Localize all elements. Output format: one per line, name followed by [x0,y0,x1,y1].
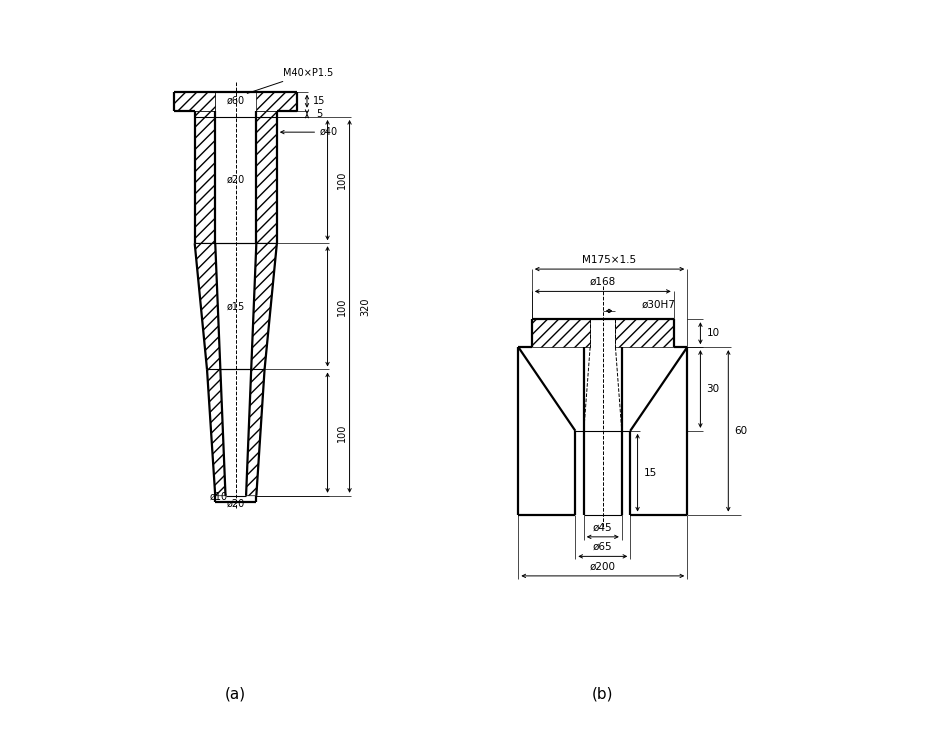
Text: ø200: ø200 [589,562,616,571]
Text: 320: 320 [361,297,371,316]
Text: 10: 10 [706,328,719,338]
Text: 5: 5 [317,109,322,119]
Polygon shape [194,111,215,117]
Text: 15: 15 [644,468,658,478]
Polygon shape [194,117,215,243]
Text: ø168: ø168 [589,277,616,287]
Polygon shape [246,369,264,495]
Text: ø60: ø60 [227,95,245,106]
Text: 30: 30 [706,384,719,394]
Text: ø65: ø65 [593,542,613,552]
Text: 100: 100 [337,297,347,316]
Text: 100: 100 [337,424,347,442]
Text: M175×1.5: M175×1.5 [583,255,637,264]
Text: (b): (b) [592,686,614,701]
Polygon shape [174,92,215,111]
Text: 15: 15 [313,96,326,106]
Text: ø45: ø45 [593,523,613,532]
Text: ø30H7: ø30H7 [641,300,675,310]
Text: M40×P1.5: M40×P1.5 [248,68,333,93]
Polygon shape [194,243,220,369]
Text: ø20: ø20 [227,175,245,185]
Polygon shape [616,319,673,347]
Polygon shape [207,369,225,495]
Text: ø40: ø40 [319,127,337,137]
Polygon shape [256,111,276,117]
Polygon shape [531,319,590,347]
Text: ø20: ø20 [227,498,245,509]
Text: (a): (a) [225,686,247,701]
Text: ø15: ø15 [227,302,245,311]
Polygon shape [256,117,276,243]
Text: 100: 100 [337,171,347,189]
Polygon shape [251,243,276,369]
Text: ø10: ø10 [210,492,228,502]
Text: 60: 60 [734,426,747,436]
Polygon shape [256,92,297,111]
Polygon shape [174,92,215,117]
